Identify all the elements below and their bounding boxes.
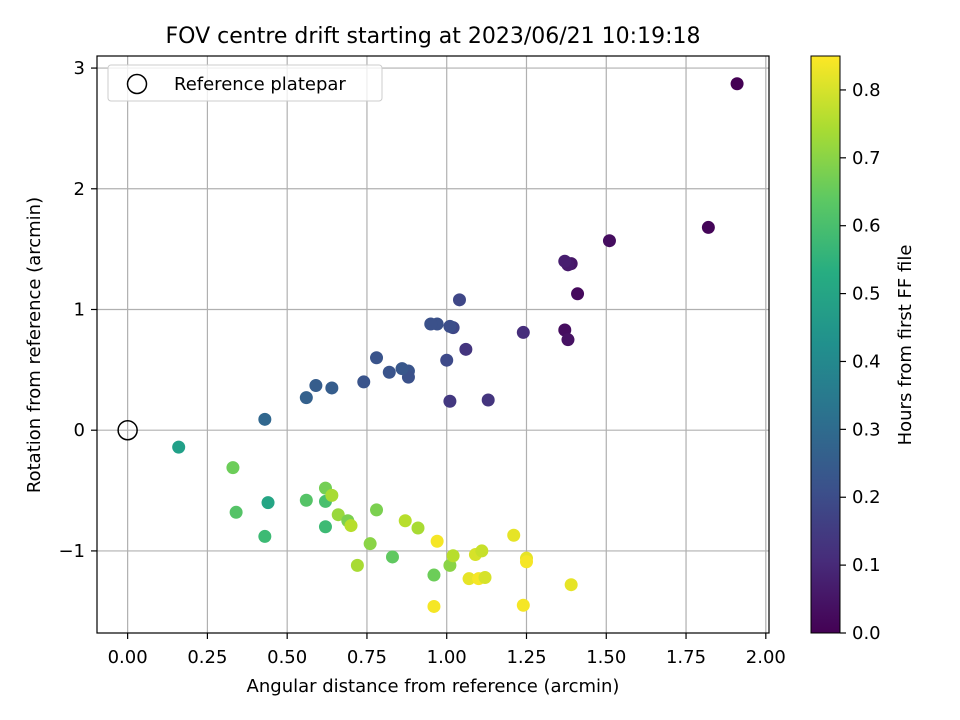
legend-label: Reference platepar: [174, 74, 346, 95]
x-tick-label: 0.75: [347, 647, 387, 668]
data-point: [229, 505, 243, 519]
data-point: [701, 220, 715, 234]
colorbar-tick-label: 0.8: [852, 80, 881, 101]
data-point: [481, 393, 495, 407]
x-tick-label: 1.25: [506, 647, 546, 668]
data-point: [516, 598, 530, 612]
data-point: [561, 333, 575, 347]
colorbar-tick-label: 0.3: [852, 419, 881, 440]
colorbar-tick-label: 0.0: [852, 623, 881, 644]
data-points: [172, 77, 744, 613]
reference-point: [117, 419, 138, 441]
data-point: [318, 520, 332, 534]
colorbar-tick-label: 0.1: [852, 555, 881, 576]
data-point: [395, 362, 409, 376]
data-point: [516, 325, 530, 339]
x-tick-label: 0.25: [187, 647, 227, 668]
data-point: [370, 503, 384, 517]
colorbar-tick-label: 0.7: [852, 148, 881, 169]
x-tick-label: 0.50: [267, 647, 307, 668]
data-point: [440, 353, 454, 367]
colorbar-gradient: [810, 55, 841, 634]
data-point: [478, 570, 492, 584]
data-point: [730, 77, 744, 91]
data-point: [258, 412, 272, 426]
data-point: [344, 519, 358, 533]
x-tick-label: 2.00: [746, 647, 786, 668]
data-point: [172, 440, 186, 454]
data-point: [385, 550, 399, 564]
data-point: [443, 394, 457, 408]
data-point: [258, 529, 272, 543]
data-point: [475, 544, 489, 558]
legend: Reference platepar: [107, 64, 383, 102]
y-axis-label: Rotation from reference (arcmin): [24, 197, 45, 493]
data-point: [299, 493, 313, 507]
x-axis-label: Angular distance from reference (arcmin): [247, 676, 620, 697]
data-point: [452, 293, 466, 307]
data-point: [357, 375, 371, 389]
legend-box: [107, 64, 383, 102]
data-point: [427, 568, 441, 582]
data-point: [325, 381, 339, 395]
chart-title: FOV centre drift starting at 2023/06/21 …: [166, 24, 701, 49]
data-point: [459, 342, 473, 356]
colorbar-label: Hours from first FF file: [895, 245, 916, 446]
x-tick-label: 0.00: [108, 647, 148, 668]
y-tick-label: −1: [58, 541, 85, 562]
data-point: [309, 379, 323, 393]
data-point: [261, 496, 275, 510]
y-tick-label: 3: [74, 58, 85, 79]
legend-marker-open-circle: [126, 73, 148, 95]
data-point: [558, 254, 572, 268]
y-tick-label: 0: [74, 420, 85, 441]
data-point: [519, 555, 533, 569]
data-point: [325, 488, 339, 502]
x-axis-ticks: 0.00 0.25 0.50 0.75 1.00 1.25 1.50 1.75 2.00: [108, 633, 786, 668]
data-point: [424, 317, 438, 331]
data-point: [430, 534, 444, 548]
data-point: [370, 351, 384, 365]
data-point: [382, 365, 396, 379]
plot-frame: [96, 55, 770, 634]
y-axis-ticks: −1 0 1 2 3: [58, 58, 97, 562]
colorbar-tick-label: 0.6: [852, 216, 881, 237]
data-point: [602, 234, 616, 248]
data-point: [571, 287, 585, 301]
data-point: [350, 558, 364, 572]
data-point: [331, 508, 345, 522]
colorbar-tick-label: 0.2: [852, 487, 881, 508]
colorbar: 0.0 0.1 0.2 0.3 0.4 0.5 0.6 0.7 0.8 Hours from f…: [810, 55, 916, 644]
data-point: [443, 319, 457, 333]
data-point: [411, 521, 425, 535]
x-tick-label: 1.75: [666, 647, 706, 668]
data-point: [507, 528, 521, 542]
x-tick-label: 1.00: [427, 647, 467, 668]
data-point: [226, 461, 240, 475]
y-tick-label: 1: [74, 299, 85, 320]
data-point: [446, 549, 460, 563]
data-point: [299, 391, 313, 405]
data-point: [427, 599, 441, 613]
colorbar-tick-label: 0.5: [852, 284, 881, 305]
colorbar-tick-label: 0.4: [852, 351, 881, 372]
y-tick-label: 2: [74, 179, 85, 200]
data-point: [564, 578, 578, 592]
data-point: [363, 537, 377, 551]
data-point: [398, 514, 412, 528]
colorbar-ticks: 0.0 0.1 0.2 0.3 0.4 0.5 0.6 0.7 0.8: [840, 80, 881, 644]
grid-lines: [97, 56, 769, 633]
data-point: [462, 572, 476, 586]
reference-marker: [117, 419, 138, 441]
x-tick-label: 1.50: [586, 647, 626, 668]
